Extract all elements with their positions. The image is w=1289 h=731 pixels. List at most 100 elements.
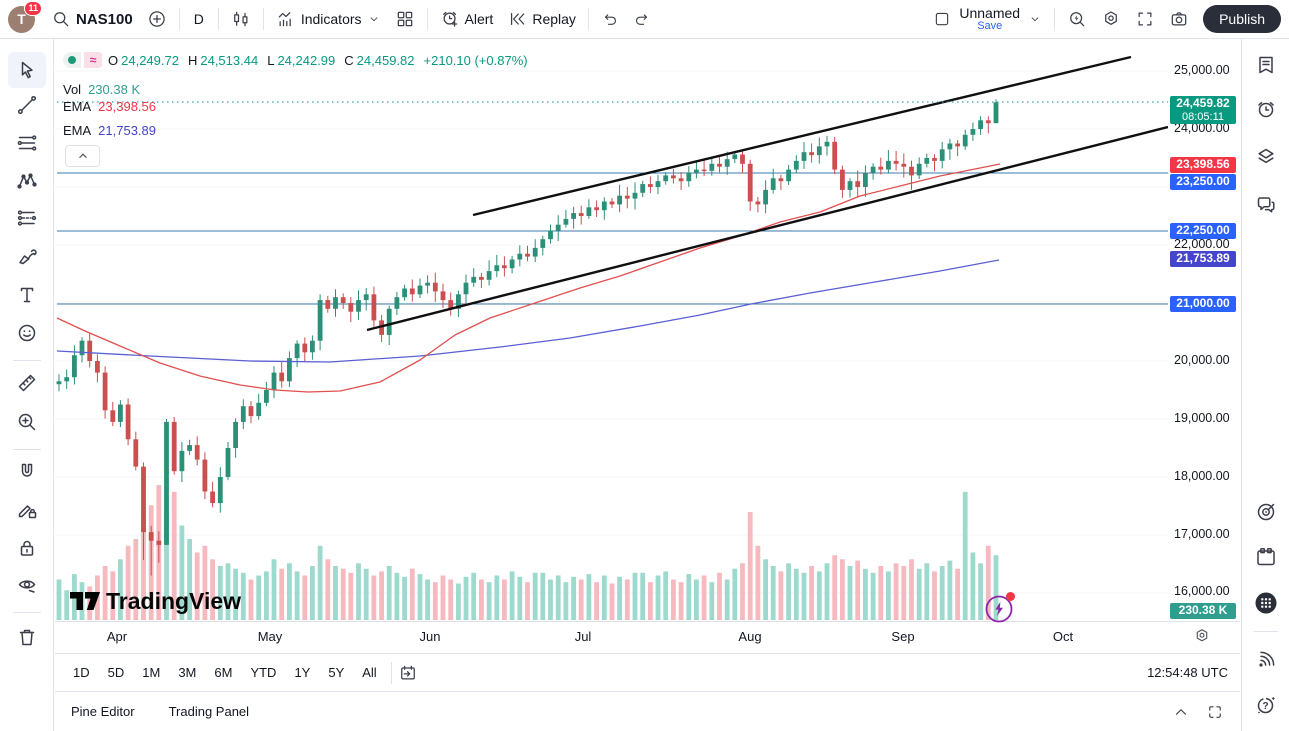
text-tool-button[interactable] (8, 277, 46, 313)
axis-settings-button[interactable] (1193, 627, 1211, 648)
layout-name-block[interactable]: Unnamed Save (959, 6, 1020, 32)
replay-icon (511, 12, 525, 26)
month-label: Apr (106, 629, 128, 644)
range-1m-button[interactable]: 1M (142, 665, 161, 680)
indicators-button[interactable]: Indicators (270, 6, 387, 32)
lock-all-tool-button[interactable] (8, 530, 46, 566)
pine-editor-tab[interactable]: Pine Editor (71, 704, 135, 719)
drawing-toolbar (0, 39, 54, 731)
range-1y-button[interactable]: 1Y (294, 665, 311, 680)
quick-search-button[interactable] (1061, 6, 1093, 32)
high-label: H (187, 52, 198, 68)
undo-icon (604, 14, 616, 25)
drawing-lock-tool-button[interactable] (8, 492, 46, 528)
redo-icon (635, 14, 647, 25)
snapshot-button[interactable] (1163, 6, 1195, 32)
ema-fast-line (56, 163, 1001, 393)
apps-icon (1255, 592, 1277, 614)
range-3m-button[interactable]: 3M (178, 665, 197, 680)
price-badge: 21,000.00 (1170, 296, 1236, 312)
price-axis[interactable]: 25,000.00 24,000.00 22,000.00 20,000.00 19,0… (1168, 39, 1240, 621)
trend-line-tool-button[interactable] (8, 87, 46, 123)
symbol-search-button[interactable]: NAS100 (45, 6, 139, 32)
goto-date-button[interactable] (398, 663, 418, 683)
market-status-icon (63, 52, 81, 68)
range-6m-button[interactable]: 6M (214, 665, 233, 680)
tradingview-watermark: TradingView (70, 588, 241, 614)
undo-button[interactable] (595, 7, 625, 31)
data-status-pill[interactable]: ≈ (63, 52, 105, 68)
boost-button[interactable] (984, 592, 1015, 624)
watchlist-icon (1259, 56, 1273, 74)
fib-retracement-tool-button[interactable] (8, 125, 46, 161)
brush-tool-button[interactable] (8, 239, 46, 275)
high-value: 24,513.44 (200, 52, 259, 68)
lock-all-icon (20, 540, 34, 556)
user-avatar[interactable]: T 11 (8, 0, 42, 33)
watchlist-button[interactable] (1249, 48, 1283, 82)
fullscreen-button[interactable] (1129, 6, 1161, 32)
range-5d-button[interactable]: 5D (107, 665, 125, 680)
publish-button[interactable]: Publish (1203, 5, 1281, 33)
trash-tool-button[interactable] (8, 619, 46, 655)
interval-button[interactable]: D (193, 11, 204, 27)
clock[interactable]: 12:54:48 UTC (1147, 665, 1228, 680)
volume-row[interactable]: Vol 230.38 K (63, 82, 140, 97)
forecast-tool-button[interactable] (8, 201, 46, 237)
sidebar-divider (1254, 631, 1278, 632)
magnet-tool-button[interactable] (8, 454, 46, 490)
alert-button[interactable]: Alert (434, 6, 500, 32)
replay-button[interactable]: Replay (501, 6, 582, 32)
chat-button[interactable] (1249, 188, 1283, 222)
zoom-in-tool-button[interactable] (8, 404, 46, 440)
ema-fast-row[interactable]: EMA 23,398.56 (63, 99, 156, 114)
xabcd-pattern-tool-button[interactable] (8, 163, 46, 199)
layout-menu-chevron[interactable] (1022, 9, 1048, 29)
screener-button[interactable] (1249, 495, 1283, 529)
chart-style-button[interactable] (225, 6, 257, 32)
help-button[interactable]: ? (1249, 688, 1283, 722)
toolbar-separator (1054, 8, 1056, 30)
layout-checkbox[interactable] (927, 7, 957, 31)
price-badge: 230.38 K (1170, 603, 1236, 619)
redo-button[interactable] (627, 7, 657, 31)
toolbar-divider (13, 449, 41, 450)
ema-fast-label: EMA (63, 99, 92, 114)
time-axis[interactable]: Apr May Jun Jul Aug Sep Oct (55, 621, 1240, 653)
magnet-icon (21, 463, 33, 477)
price-tick: 24,000.00 (1174, 121, 1230, 135)
help-icon: ? (1257, 697, 1275, 714)
object-tree-button[interactable] (1249, 140, 1283, 174)
indicator-templates-button[interactable] (389, 6, 421, 32)
layout-square-icon (936, 12, 949, 26)
compare-add-symbol-button[interactable] (141, 6, 173, 32)
range-1d-button[interactable]: 1D (73, 665, 90, 680)
ruler-tool-button[interactable] (8, 365, 46, 401)
cursor-tool-button[interactable] (8, 52, 46, 88)
broadcast-button[interactable] (1249, 643, 1283, 677)
settings-gear-icon (1105, 11, 1117, 25)
chart-canvas[interactable]: TradingView (55, 39, 1168, 621)
hide-all-tool-button[interactable] (8, 567, 46, 603)
alerts-button[interactable] (1249, 93, 1283, 127)
calendar-button[interactable] (1249, 540, 1283, 574)
cursor-icon (21, 61, 33, 79)
emoji-tool-button[interactable] (8, 315, 46, 351)
ema-slow-label: EMA (63, 123, 92, 138)
range-ytd-button[interactable]: YTD (250, 665, 277, 680)
trading-panel-tab[interactable]: Trading Panel (168, 704, 250, 719)
approx-icon: ≈ (84, 52, 102, 68)
range-5y-button[interactable]: 5Y (328, 665, 345, 680)
panel-maximize-button[interactable] (1206, 703, 1224, 721)
toolbar-separator (390, 661, 392, 684)
panel-expand-button[interactable] (1172, 703, 1190, 721)
ema-slow-row[interactable]: EMA 21,753.89 (63, 123, 156, 138)
apps-button[interactable] (1249, 586, 1283, 620)
settings-button[interactable] (1095, 6, 1127, 32)
plus-circle-icon (148, 11, 165, 27)
legend-collapse-button[interactable] (65, 145, 100, 167)
range-all-button[interactable]: All (362, 665, 377, 680)
price-badge: 21,753.89 (1170, 251, 1236, 267)
price-tick: 18,000.00 (1174, 469, 1230, 483)
